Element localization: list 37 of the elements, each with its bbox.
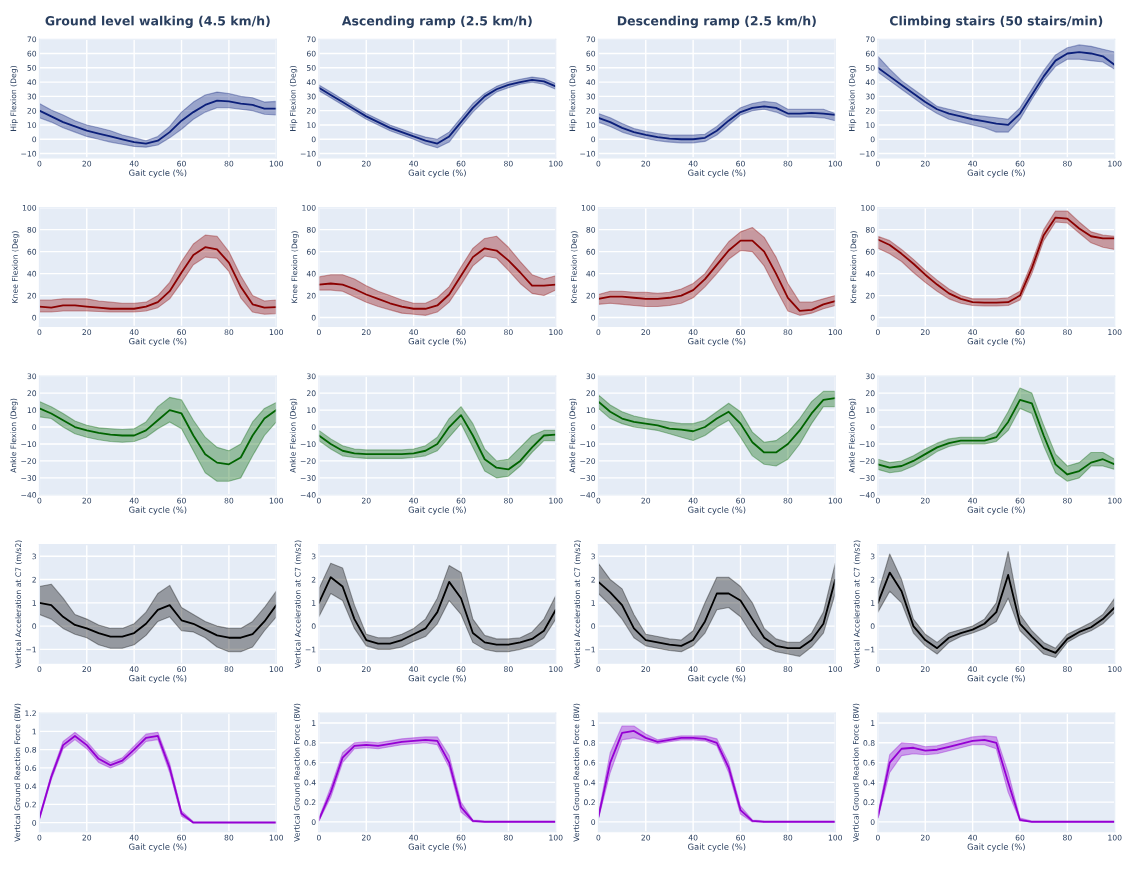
x-axis-title: Gait cycle (%) (129, 169, 187, 178)
x-axis-title: Gait cycle (%) (129, 506, 187, 515)
x-axis-title: Gait cycle (%) (408, 169, 466, 178)
line-series (877, 51, 1115, 126)
x-axis-title: Gait cycle (%) (408, 337, 466, 346)
x-axis-title: Gait cycle (%) (688, 169, 746, 178)
line-series (598, 397, 836, 454)
line-series (598, 578, 836, 650)
chart-title: Ground level walking (4.5 km/h) (45, 15, 270, 28)
x-axis-title: Gait cycle (%) (129, 843, 187, 852)
line-series (318, 414, 556, 471)
line-series (39, 601, 277, 639)
x-axis-title: Gait cycle (%) (129, 337, 187, 346)
x-axis-title: Gait cycle (%) (967, 337, 1025, 346)
x-axis-title: Gait cycle (%) (408, 674, 466, 683)
line-series (39, 99, 277, 145)
chart-title: Descending ramp (2.5 km/h) (617, 15, 816, 28)
x-axis-title: Gait cycle (%) (129, 674, 187, 683)
x-axis-title: Gait cycle (%) (408, 843, 466, 852)
x-axis-title: Gait cycle (%) (967, 674, 1025, 683)
line-series (598, 239, 836, 312)
line-series (39, 246, 277, 310)
line-series (877, 571, 1115, 654)
line-series (318, 247, 556, 310)
line-series (318, 576, 556, 646)
chart-title: Ascending ramp (2.5 km/h) (341, 15, 532, 28)
x-axis-title: Gait cycle (%) (688, 337, 746, 346)
line-series (877, 398, 1115, 476)
x-axis-title: Gait cycle (%) (967, 169, 1025, 178)
line-series (39, 407, 277, 466)
x-axis-title: Gait cycle (%) (967, 843, 1025, 852)
x-axis-title: Gait cycle (%) (408, 506, 466, 515)
x-axis-title: Gait cycle (%) (688, 506, 746, 515)
x-axis-title: Gait cycle (%) (967, 506, 1025, 515)
x-axis-title: Gait cycle (%) (688, 674, 746, 683)
chart-title: Climbing stairs (50 stairs/min) (889, 15, 1103, 28)
x-axis-title: Gait cycle (%) (688, 843, 746, 852)
